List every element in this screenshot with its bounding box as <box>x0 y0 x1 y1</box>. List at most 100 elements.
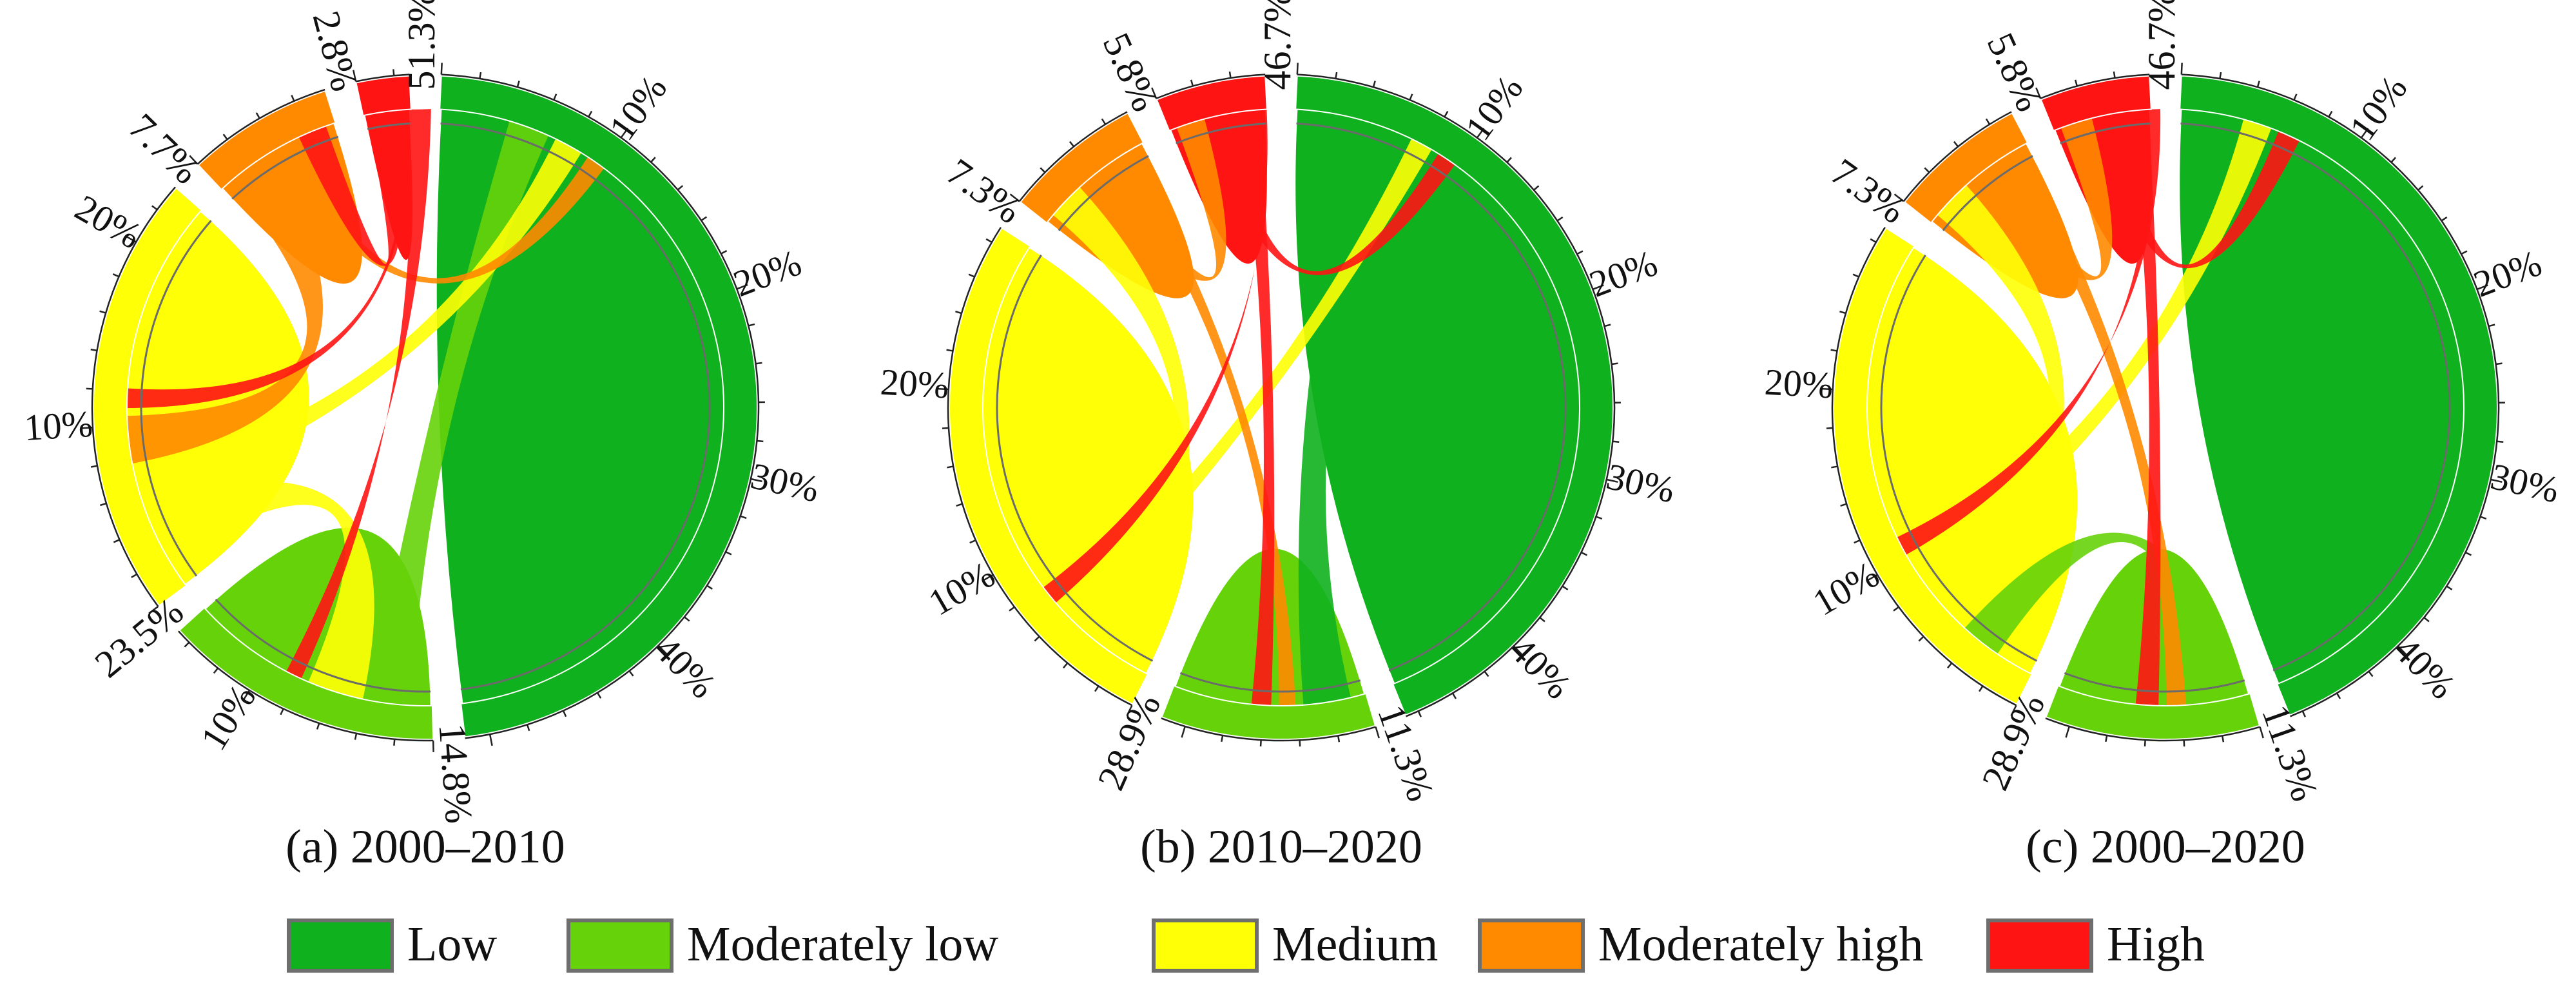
sector-axis-low <box>441 73 760 739</box>
axis-tick <box>2441 216 2448 222</box>
axis-tick <box>1593 284 1604 291</box>
flow-chord-medium-to-low <box>1061 139 1432 625</box>
axis-tick <box>1101 118 1107 125</box>
axis-tick <box>588 110 593 117</box>
axis-tick <box>2065 726 2070 738</box>
flow-chord-moderately-low-to-low <box>370 121 549 706</box>
axis-tick <box>1979 685 1984 692</box>
panel-caption: (c) 2000–2020 <box>2026 821 2305 873</box>
flow-chord-medium-to-low <box>133 139 581 500</box>
axis-tick <box>968 273 975 278</box>
axis-tick <box>2113 71 2116 79</box>
sector-inner-line-medium <box>140 220 212 577</box>
share-label-high: 5.8% <box>1979 26 2051 117</box>
sector-ring-moderately-low <box>1161 685 1377 740</box>
axis-tick <box>2105 735 2108 743</box>
axis-tick <box>1296 63 1299 75</box>
sector-axis-moderately-low <box>2045 717 2260 742</box>
axis-tick <box>1221 735 1224 743</box>
panel-caption: (b) 2010–2020 <box>1140 821 1422 873</box>
sector-axis-moderately-high <box>1903 111 2012 202</box>
sector-inner-line-moderately-high <box>1942 155 2033 231</box>
axis-tick <box>1151 87 1157 99</box>
share-label-low: 46.7% <box>2140 0 2183 90</box>
legend-swatch <box>287 918 394 973</box>
flow-chord-moderately-high-to-moderately-low <box>2004 146 2187 706</box>
legend-item-low: Low <box>287 917 497 973</box>
axis-tick <box>1924 167 1930 173</box>
axis-tick <box>1335 72 1338 79</box>
axis-tick <box>2423 617 2430 623</box>
flow-chord-high-to-moderately-low <box>1239 110 1275 706</box>
axis-tick <box>1417 710 1422 717</box>
flow-chord-high-to-moderately-low <box>286 109 431 679</box>
retained-area-low <box>2180 109 2464 684</box>
axis-tick <box>1595 516 1603 520</box>
axis-tick <box>489 734 493 746</box>
share-label-moderately-low: 11.3% <box>1370 699 1442 806</box>
tick-label: 30% <box>1603 455 1679 510</box>
sector-inner-line-moderately-low <box>215 598 431 693</box>
legend: Low Moderately low Medium Moderately high Hi… <box>287 917 2205 973</box>
panel-caption: (a) 2000–2010 <box>286 821 565 873</box>
axis-tick <box>2477 284 2488 291</box>
axis-tick <box>1604 324 1611 327</box>
share-label-moderately-high: 7.3% <box>1823 150 1913 231</box>
axis-tick <box>2390 157 2396 163</box>
sector-ring-high <box>1156 75 1268 132</box>
axis-tick <box>650 157 656 163</box>
sector-ring-high <box>2040 75 2152 132</box>
axis-tick <box>1985 118 1991 125</box>
sector-axis-high <box>355 73 410 83</box>
axis-tick <box>750 478 762 483</box>
axis-tick <box>1375 726 1380 739</box>
axis-tick <box>1831 465 1838 469</box>
axis-tick <box>1866 574 1878 581</box>
axis-tick <box>1181 726 1186 738</box>
axis-tick <box>1946 662 1953 669</box>
axis-tick <box>1840 503 1847 507</box>
axis-tick <box>90 348 97 352</box>
axis-tick <box>148 605 159 614</box>
share-label-low: 51.3% <box>400 0 443 90</box>
axis-tick <box>947 465 954 469</box>
axis-tick <box>701 216 708 222</box>
axis-tick <box>1893 606 1899 612</box>
sector-ring-moderately-low <box>178 607 434 740</box>
axis-tick <box>151 205 158 211</box>
axis-tick <box>596 692 602 699</box>
axis-tick <box>1953 141 1959 148</box>
axis-tick <box>1062 662 1069 669</box>
tick-label: 10% <box>23 403 94 449</box>
axis-tick <box>2488 324 2495 327</box>
axis-tick <box>706 585 713 590</box>
axis-tick <box>2479 516 2487 520</box>
share-label-high: 2.8% <box>305 6 367 95</box>
flow-chord-high-to-moderately-low <box>2129 109 2161 706</box>
share-label-medium: 28.9% <box>1089 688 1168 796</box>
axis-tick <box>1556 216 1564 222</box>
axis-tick <box>956 503 963 507</box>
axis-tick <box>755 362 762 365</box>
sector-axis-moderately-low <box>178 630 434 742</box>
axis-tick <box>942 427 949 429</box>
sector-inner-line-low <box>1296 122 1567 672</box>
axis-tick <box>553 93 557 101</box>
axis-tick <box>440 63 443 75</box>
sector-inner-line-moderately-high <box>231 135 339 200</box>
tick-label: 30% <box>2487 455 2563 510</box>
sector-inner-line-moderately-low <box>2064 672 2245 693</box>
axis-tick <box>113 539 121 543</box>
legend-label: Moderately high <box>1598 917 1923 971</box>
sector-ring-moderately-high <box>197 90 336 191</box>
legend-label: High <box>2107 917 2205 971</box>
axis-tick <box>2219 72 2222 79</box>
share-label-moderately-high: 7.3% <box>939 150 1029 231</box>
axis-tick <box>1040 167 1046 173</box>
legend-swatch <box>1152 918 1259 973</box>
sector-axis-medium <box>947 227 1133 706</box>
flow-chord-medium-to-moderately-high <box>1931 185 2064 623</box>
legend-label: Moderately low <box>687 917 998 971</box>
axis-tick <box>1513 645 1523 656</box>
